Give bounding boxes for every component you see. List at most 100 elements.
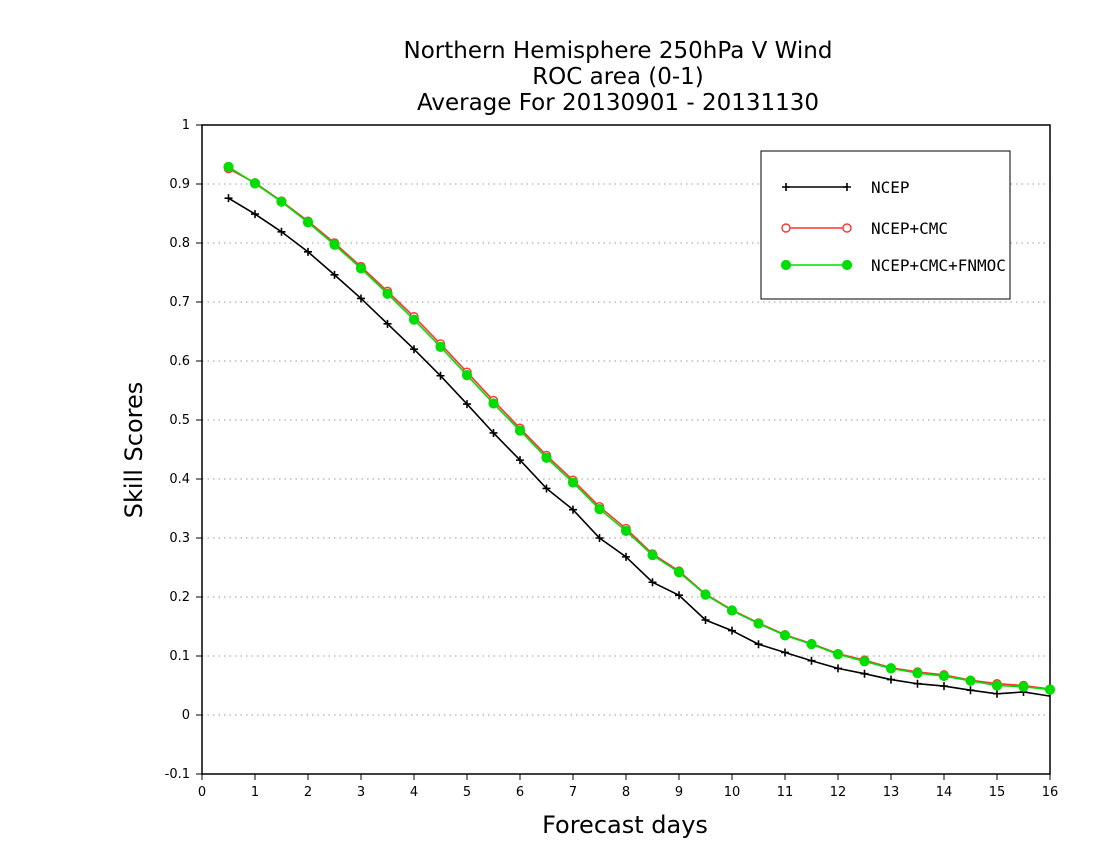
data-point (251, 210, 259, 219)
y-axis-label: Skill Scores (120, 382, 148, 519)
legend-label: NCEP (871, 178, 910, 197)
y-tick-label: 1 (182, 118, 190, 133)
data-point (463, 400, 471, 409)
data-point (753, 618, 764, 629)
data-point (435, 341, 446, 352)
x-tick-label: 8 (622, 785, 630, 800)
data-point (842, 223, 852, 233)
data-point (330, 270, 339, 279)
data-point (595, 534, 604, 542)
data-point (965, 675, 976, 686)
data-point (249, 178, 261, 189)
data-point (569, 505, 577, 514)
data-point (832, 649, 844, 660)
x-tick-label: 14 (936, 785, 953, 800)
data-point (567, 477, 579, 488)
y-tick-label: 0.5 (169, 413, 190, 428)
x-tick-label: 11 (777, 785, 794, 800)
series-line (228, 197, 1051, 697)
data-point (726, 605, 738, 616)
data-point (938, 670, 950, 682)
data-point (807, 656, 816, 665)
data-point (410, 345, 418, 354)
data-point (277, 227, 286, 236)
data-point (754, 640, 763, 649)
data-point (701, 616, 710, 625)
y-tick-label: 0.4 (169, 472, 190, 487)
legend-item: NCEP+CMC (781, 219, 948, 238)
data-point (966, 686, 975, 695)
data-point (859, 656, 870, 667)
data-point (489, 428, 498, 437)
gridlines (202, 183, 1050, 716)
x-tick-label: 5 (463, 785, 471, 800)
x-tick-label: 0 (198, 785, 206, 800)
data-point (885, 663, 897, 674)
chart-title-line-3: Average For 20130901 - 20131130 (417, 90, 819, 116)
x-axis-label: Forecast days (542, 811, 708, 839)
data-point (357, 294, 365, 303)
axis-ticks: -0.100.10.20.30.40.50.60.70.80.910 1 2 3 4 5 6… (165, 118, 1059, 800)
data-point (542, 484, 551, 493)
data-point (841, 259, 853, 271)
x-tick-label: 2 (304, 785, 312, 800)
chart-title: Northern Hemisphere 250hPa V Wind ROC ar… (404, 38, 833, 116)
data-point (912, 668, 923, 679)
legend: NCEP NCEP+CMC NCEP+CMC+FNMOC (760, 150, 1011, 300)
y-tick-label: 0 (182, 708, 190, 723)
x-tick-label: 3 (357, 785, 365, 800)
x-tick-label: 1 (251, 785, 259, 800)
data-point (516, 456, 524, 465)
data-point (781, 648, 789, 657)
legend-label: NCEP+CMC (871, 219, 948, 238)
legend-item: NCEP (782, 178, 910, 197)
data-point (541, 452, 552, 463)
data-point (700, 589, 711, 600)
data-point (224, 194, 233, 203)
legend-items: NCEP NCEP+CMC NCEP+CMC+FNMOC (780, 178, 1006, 275)
data-point (887, 675, 895, 684)
x-tick-label: 16 (1042, 785, 1059, 800)
data-point (781, 223, 791, 233)
chart-title-line-1: Northern Hemisphere 250hPa V Wind (404, 38, 833, 64)
data-point (383, 319, 392, 328)
data-point (913, 679, 922, 688)
x-tick-label: 15 (989, 785, 1006, 800)
data-point (834, 664, 842, 673)
data-point (620, 525, 632, 537)
legend-label: NCEP+CMC+FNMOC (871, 256, 1006, 275)
data-point (1018, 681, 1029, 692)
data-point (223, 161, 234, 172)
data-point (408, 314, 420, 325)
legend-item: NCEP+CMC+FNMOC (780, 256, 1006, 275)
data-point (622, 552, 630, 561)
series-ncep (224, 194, 1051, 698)
data-point (728, 626, 736, 635)
data-point (1044, 684, 1056, 695)
x-tick-label: 9 (675, 785, 683, 800)
data-point (940, 682, 948, 691)
x-tick-label: 13 (883, 785, 900, 800)
data-point (675, 591, 683, 600)
data-point (276, 196, 287, 207)
data-point (782, 183, 790, 191)
x-tick-label: 6 (516, 785, 524, 800)
y-tick-label: -0.1 (165, 767, 190, 782)
data-point (355, 263, 367, 274)
data-point (780, 259, 792, 271)
y-tick-label: 0.6 (169, 354, 190, 369)
data-point (860, 669, 869, 678)
data-point (993, 689, 1001, 698)
y-tick-label: 0.9 (169, 177, 190, 192)
series-ncep-cmc-fnmoc (223, 161, 1056, 695)
data-point (779, 630, 791, 641)
data-point (382, 288, 393, 299)
y-tick-label: 0.8 (169, 236, 190, 251)
data-point (806, 639, 817, 650)
x-tick-label: 4 (410, 785, 418, 800)
data-point (514, 425, 526, 436)
data-point (302, 217, 314, 228)
data-point (436, 371, 445, 380)
y-tick-label: 0.1 (169, 649, 190, 664)
